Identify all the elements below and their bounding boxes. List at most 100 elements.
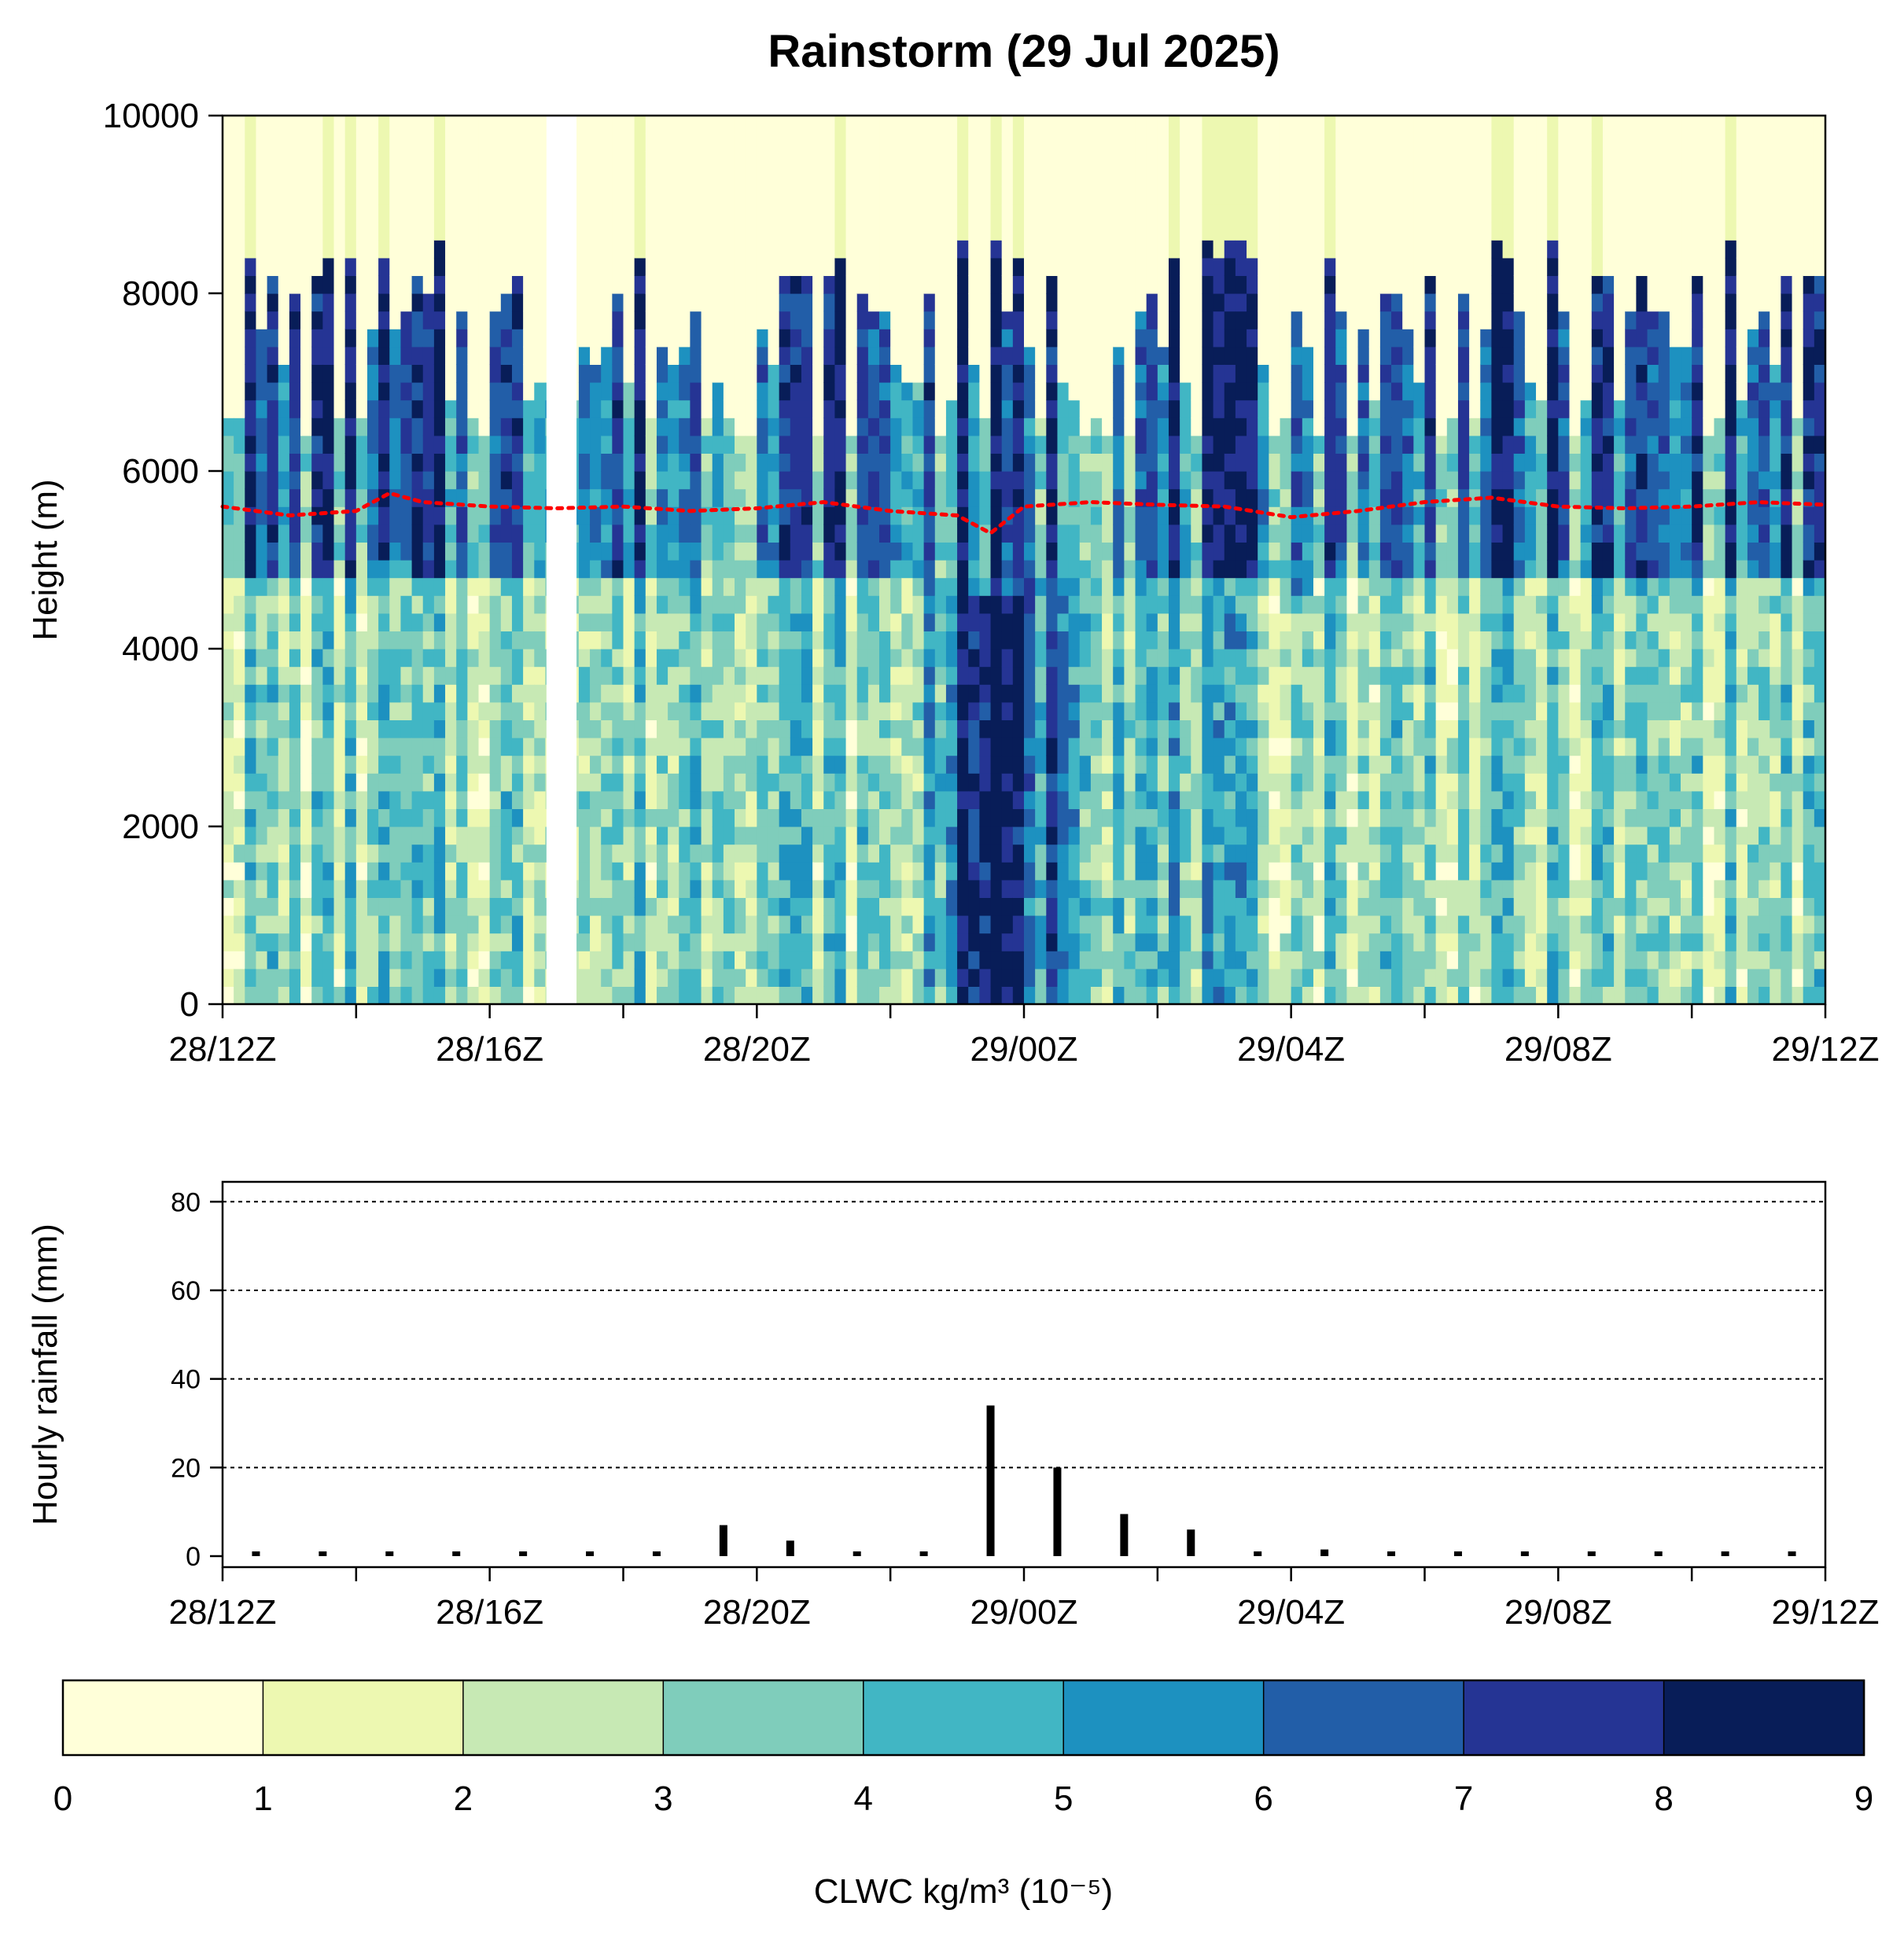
heatmap-cell xyxy=(612,506,624,525)
heatmap-cell xyxy=(289,649,301,668)
heatmap-cell xyxy=(856,240,869,259)
heatmap-cell xyxy=(957,488,969,507)
heatmap-cell xyxy=(1113,649,1125,668)
heatmap-cell xyxy=(478,168,491,187)
heatmap-cell xyxy=(234,844,245,863)
heatmap-cell xyxy=(1258,649,1269,668)
heatmap-cell xyxy=(1001,684,1014,703)
heatmap-cell xyxy=(801,364,813,383)
heatmap-cell xyxy=(823,968,836,987)
heatmap-cell xyxy=(623,542,635,561)
heatmap-cell xyxy=(834,311,847,329)
heatmap-cell xyxy=(1024,613,1036,631)
heatmap-cell xyxy=(311,116,323,134)
heatmap-cell xyxy=(990,399,1003,418)
heatmap-cell xyxy=(867,808,880,827)
heatmap-cell xyxy=(378,240,390,259)
heatmap-cell xyxy=(656,595,668,614)
heatmap-cell xyxy=(1313,435,1325,454)
heatmap-cell xyxy=(757,649,769,668)
heatmap-cell xyxy=(366,577,379,596)
heatmap-cell xyxy=(890,808,902,827)
heatmap-cell xyxy=(1180,240,1191,259)
heatmap-cell xyxy=(1124,844,1136,863)
heatmap-cell xyxy=(601,684,613,703)
heatmap-cell xyxy=(400,577,413,596)
heatmap-cell xyxy=(945,204,958,223)
heatmap-cell xyxy=(1157,418,1169,436)
heatmap-cell xyxy=(890,701,902,720)
heatmap-cell xyxy=(912,968,925,987)
heatmap-cell xyxy=(1213,471,1225,490)
heatmap-cell xyxy=(278,257,290,276)
heatmap-cell xyxy=(389,879,402,898)
heatmap-cell xyxy=(1068,808,1081,827)
heatmap-cell xyxy=(990,186,1003,205)
heatmap-cell xyxy=(456,453,468,472)
heatmap-cell xyxy=(489,862,502,881)
heatmap-cell xyxy=(223,204,234,223)
heatmap-cell xyxy=(845,577,858,596)
heatmap-cell xyxy=(1035,506,1047,525)
heatmap-cell xyxy=(645,790,657,809)
heatmap-cell xyxy=(634,168,646,187)
heatmap-cell xyxy=(1235,826,1247,845)
heatmap-cell xyxy=(500,666,513,685)
heatmap-cell xyxy=(879,311,891,329)
heatmap-cell xyxy=(823,915,836,934)
heatmap-cell xyxy=(1313,773,1325,792)
heatmap-cell xyxy=(890,719,902,738)
heatmap-cell xyxy=(957,524,969,543)
heatmap-cell xyxy=(690,986,702,1004)
heatmap-cell xyxy=(1302,826,1314,845)
heatmap-cell xyxy=(311,560,323,579)
heatmap-cell xyxy=(422,186,435,205)
heatmap-cell xyxy=(1113,204,1125,223)
heatmap-cell xyxy=(411,418,424,436)
heatmap-cell xyxy=(601,488,613,507)
heatmap-cell xyxy=(1024,133,1036,152)
heatmap-cell xyxy=(923,116,936,134)
heatmap-cell xyxy=(590,808,602,827)
heatmap-cell xyxy=(1090,382,1103,401)
heatmap-cell xyxy=(1157,738,1169,756)
heatmap-cell xyxy=(945,382,958,401)
heatmap-cell xyxy=(990,418,1003,436)
heatmap-cell xyxy=(1057,933,1070,951)
heatmap-cell xyxy=(1135,418,1147,436)
heatmap-cell xyxy=(1068,506,1081,525)
heatmap-cell xyxy=(634,897,646,916)
heatmap-cell xyxy=(801,382,813,401)
heatmap-cell xyxy=(645,151,657,170)
heatmap-cell xyxy=(500,755,513,774)
heatmap-cell xyxy=(1001,844,1014,863)
heatmap-cell xyxy=(590,524,602,543)
heatmap-cell xyxy=(834,222,847,241)
heatmap-cell xyxy=(1024,240,1036,259)
heatmap-cell xyxy=(1180,790,1191,809)
heatmap-cell xyxy=(489,240,502,259)
heatmap-cell xyxy=(801,879,813,898)
heatmap-cell xyxy=(746,862,757,881)
heatmap-cell xyxy=(523,701,535,720)
heatmap-cell xyxy=(1180,862,1191,881)
heatmap-cell xyxy=(422,346,435,365)
heatmap-cell xyxy=(612,382,624,401)
heatmap-cell xyxy=(456,471,468,490)
heatmap-cell xyxy=(867,879,880,898)
heatmap-cell xyxy=(322,915,335,934)
heatmap-cell xyxy=(389,382,402,401)
heatmap-cell xyxy=(355,186,368,205)
heatmap-cell xyxy=(1191,684,1203,703)
heatmap-cell xyxy=(712,738,724,756)
heatmap-cell xyxy=(456,790,468,809)
heatmap-cell xyxy=(812,666,824,685)
heatmap-cell xyxy=(355,151,368,170)
heatmap-cell xyxy=(234,151,245,170)
heatmap-cell xyxy=(712,755,724,774)
heatmap-cell xyxy=(1068,986,1081,1004)
heatmap-cell xyxy=(245,399,257,418)
heatmap-cell xyxy=(879,631,891,650)
heatmap-cell xyxy=(1113,168,1125,187)
heatmap-cell xyxy=(812,684,824,703)
